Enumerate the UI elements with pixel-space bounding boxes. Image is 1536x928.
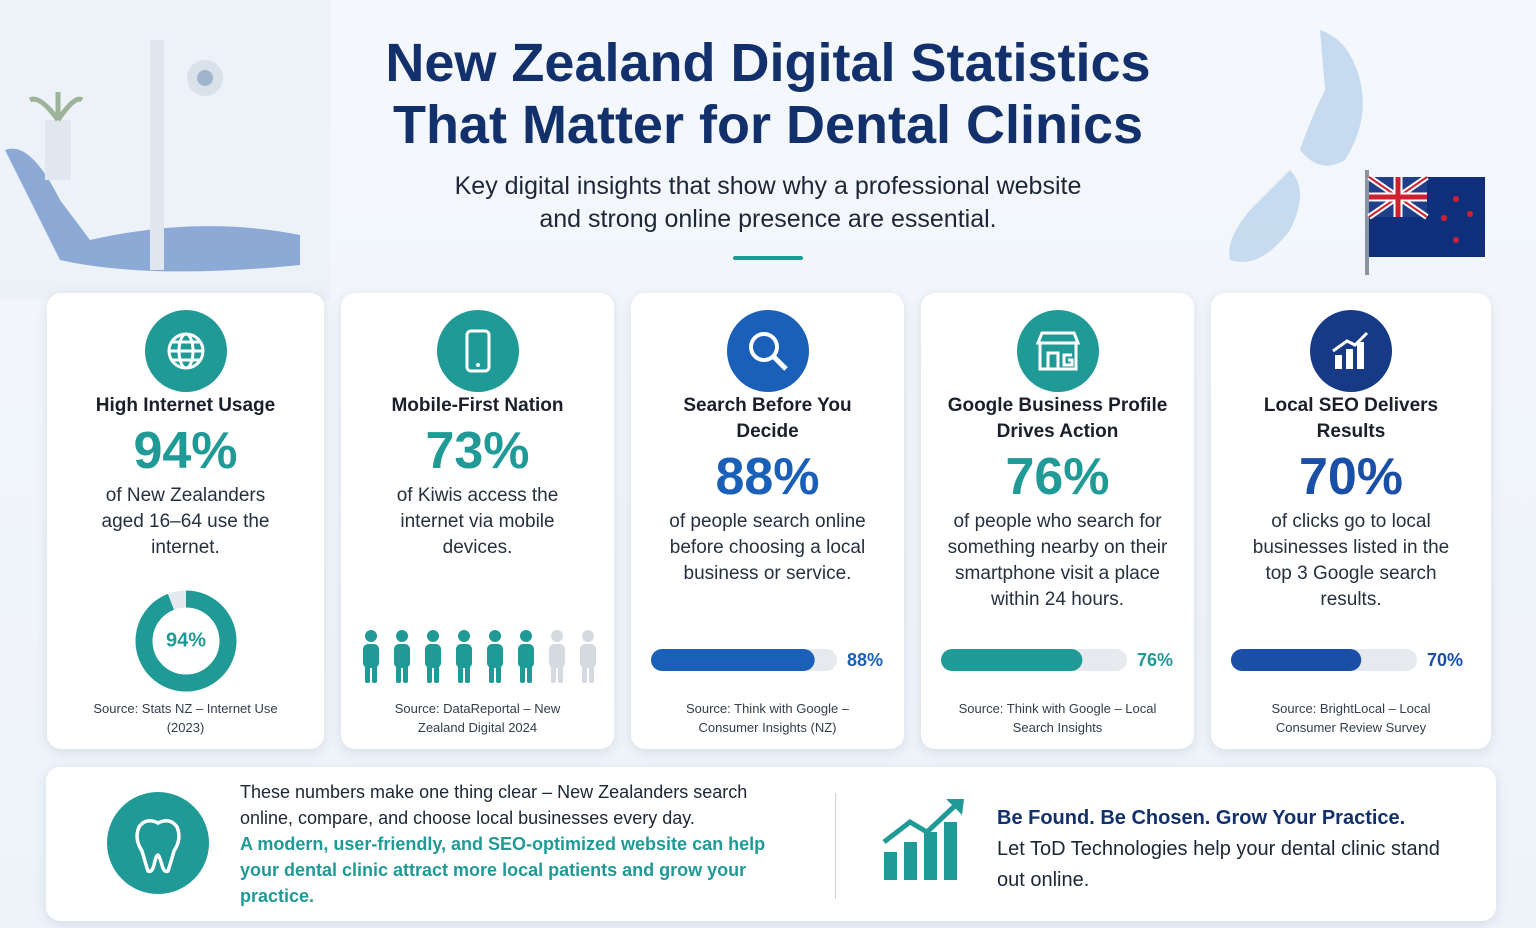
progress-bar: 70% (1231, 649, 1463, 671)
person-icon (518, 630, 534, 683)
person-icon (549, 630, 565, 683)
card-source: Source: Stats NZ – Internet Use (2023) (93, 701, 278, 735)
card-description: of people who search for something nearb… (947, 511, 1168, 610)
progress-bar: 88% (651, 649, 883, 671)
progress-bar: 76% (941, 649, 1173, 671)
card-icon (1016, 310, 1099, 392)
stat-card: Search Before You Decide 88% of people sea… (631, 293, 904, 749)
cta: Be Found. Be Chosen. Grow Your Practice.… (997, 803, 1457, 896)
bar-label: 76% (1137, 650, 1173, 670)
bar-fill (1231, 649, 1362, 671)
divider (835, 793, 836, 899)
card-title: High Internet Usage (95, 395, 276, 416)
person-icon (363, 630, 379, 683)
bar-label: 88% (847, 650, 883, 670)
tooth-icon (107, 792, 209, 894)
card-description: of people search online before choosing … (669, 511, 866, 584)
card-title: Local SEO Delivers Results (1263, 395, 1439, 442)
card-description: of New Zealanders aged 16–64 use the int… (101, 485, 270, 558)
cta-text: Let ToD Technologies help your dental cl… (997, 838, 1440, 891)
bar-fill (651, 649, 815, 671)
card-stat: 76% (1005, 448, 1110, 506)
donut: 94% (135, 590, 236, 692)
stat-card: High Internet Usage 94% of New Zealanders … (47, 293, 324, 749)
card-stat: 94% (133, 422, 238, 480)
card-stat: 88% (715, 448, 820, 506)
bar-label: 70% (1427, 650, 1463, 670)
person-icon (456, 630, 472, 683)
card-description: of clicks go to local businesses listed … (1252, 511, 1450, 610)
donut-arc (135, 590, 236, 692)
person-icon (487, 630, 503, 683)
card-title: Search Before You Decide (683, 395, 852, 442)
card-title: Google Business Profile Drives Action (947, 395, 1168, 442)
card-icon (1310, 310, 1392, 392)
card-stat: 70% (1298, 448, 1404, 506)
people-chart (363, 630, 596, 683)
card-source: Source: BrightLocal – Local Consumer Rev… (1271, 701, 1431, 735)
footer-highlight: A modern, user-friendly, and SEO-optimiz… (240, 834, 766, 906)
card-source: Source: Think with Google – Consumer Ins… (685, 701, 850, 735)
title: New Zealand Digital Statistics That Matt… (268, 32, 1268, 156)
subtitle-line: Key digital insights that show why a pro… (454, 172, 1082, 200)
person-icon (394, 630, 410, 683)
stat-card: Mobile-First Nation 73% of Kiwis access th… (341, 293, 614, 749)
bar-fill (941, 649, 1083, 671)
footer-text-line: These numbers make one thing clear – New… (240, 782, 748, 828)
footer-panel: These numbers make one thing clear – New… (46, 767, 1496, 921)
growth-icon (882, 799, 964, 880)
card-icon (436, 310, 519, 392)
stat-card: Local SEO Delivers Results 70% of clicks g… (1211, 293, 1491, 749)
subtitle: Key digital insights that show why a pro… (368, 170, 1168, 236)
card-source: Source: Think with Google – Local Search… (958, 701, 1157, 735)
person-icon (425, 630, 441, 683)
title-line: That Matter for Dental Clinics (392, 95, 1144, 155)
card-description: of Kiwis access the internet via mobile … (396, 485, 559, 558)
card-icon (144, 310, 227, 392)
person-icon (580, 630, 596, 683)
card-source: Source: DataReportal – New Zealand Digit… (394, 701, 561, 735)
donut-label: 94% (165, 629, 205, 651)
card-stat: 73% (425, 422, 530, 480)
cta-heading: Be Found. Be Chosen. Grow Your Practice. (997, 807, 1406, 829)
stat-card: Google Business Profile Drives Action 76%… (921, 293, 1194, 749)
card-title: Mobile-First Nation (391, 395, 564, 416)
card-icon (726, 310, 809, 392)
title-line: New Zealand Digital Statistics (385, 33, 1151, 93)
footer-text: These numbers make one thing clear – New… (240, 779, 800, 909)
subtitle-line: and strong online presence are essential… (539, 205, 997, 233)
